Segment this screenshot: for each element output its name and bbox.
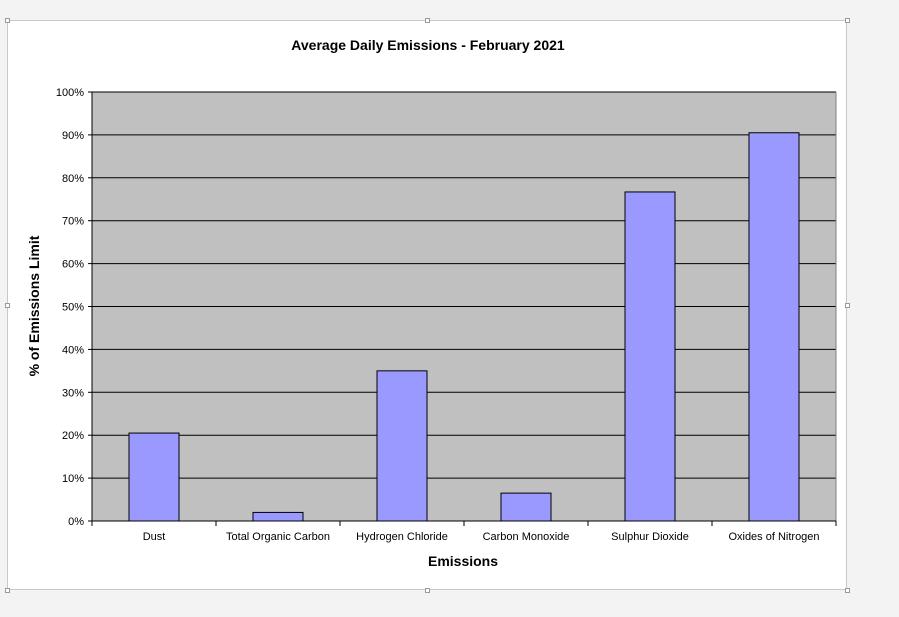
y-tick-label: 60% (62, 259, 84, 271)
bar-chart: Average Daily Emissions - February 2021 … (26, 37, 837, 569)
x-category-label: Carbon Monoxide (483, 531, 570, 543)
x-category-label: Sulphur Dioxide (611, 531, 689, 543)
bar (252, 511, 304, 522)
bar (128, 432, 180, 522)
bar (748, 132, 800, 522)
x-category-label: Dust (143, 531, 166, 543)
y-tick-label: 50% (62, 302, 84, 314)
resize-handle-bottom-right[interactable] (845, 588, 850, 593)
resize-handle-bottom[interactable] (425, 588, 430, 593)
y-tick-label: 30% (62, 387, 84, 399)
resize-handle-top-left[interactable] (5, 18, 10, 23)
x-category-label: Total Organic Carbon (226, 531, 330, 543)
y-tick-label: 80% (62, 173, 84, 185)
chart-title: Average Daily Emissions - February 2021 (291, 37, 565, 53)
resize-handle-bottom-left[interactable] (5, 588, 10, 593)
y-tick-label: 10% (62, 473, 84, 485)
y-tick-label: 20% (62, 430, 84, 442)
bar (500, 492, 552, 522)
x-category-label: Hydrogen Chloride (356, 531, 448, 543)
chart-frame[interactable]: Average Daily Emissions - February 2021 … (7, 20, 847, 590)
bar (376, 370, 428, 522)
gridlines (92, 91, 836, 479)
resize-handle-right[interactable] (845, 303, 850, 308)
y-tick-label: 40% (62, 344, 84, 356)
y-tick-label: 100% (56, 87, 84, 99)
y-tick-label: 90% (62, 130, 84, 142)
resize-handle-left[interactable] (5, 303, 10, 308)
resize-handle-top[interactable] (425, 18, 430, 23)
x-category-label: Oxides of Nitrogen (728, 531, 819, 543)
x-axis-title: Emissions (428, 553, 498, 569)
axes (88, 91, 837, 526)
y-tick-labels: 0% 10% 20% 30% 40% 50% 60% 70% 80% 90% 100% (56, 87, 84, 528)
y-tick-label: 0% (68, 516, 84, 528)
x-category-labels: Dust Total Organic Carbon Hydrogen Chlorid… (143, 531, 820, 543)
bars (128, 132, 800, 522)
bar (624, 191, 676, 522)
y-tick-label: 70% (62, 216, 84, 228)
resize-handle-top-right[interactable] (845, 18, 850, 23)
y-axis-title: % of Emissions Limit (26, 235, 42, 376)
